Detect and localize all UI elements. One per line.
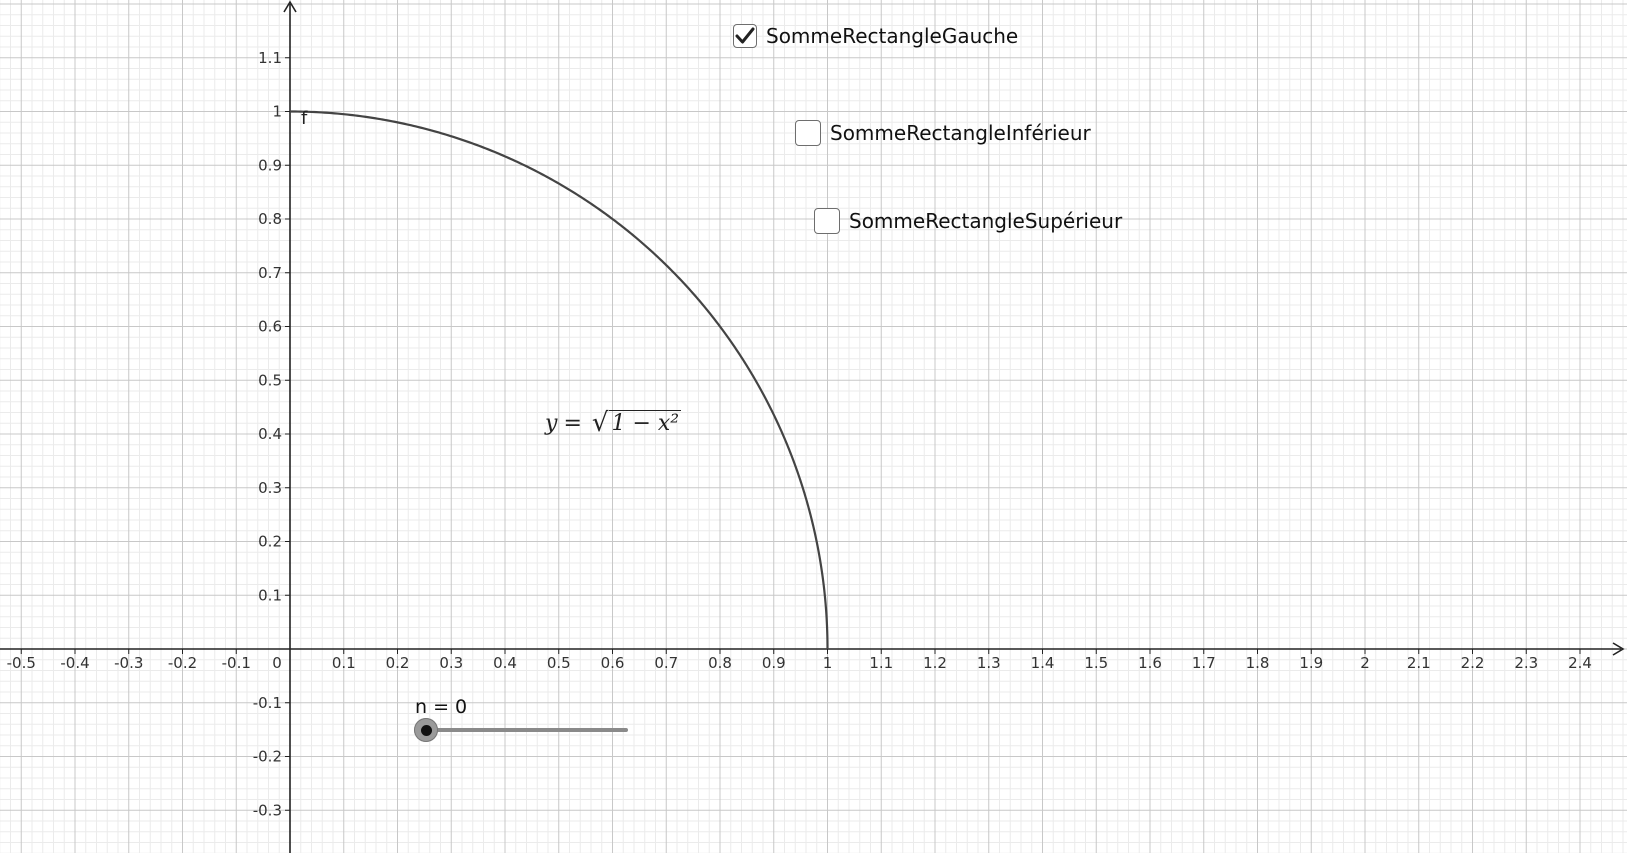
check-icon	[735, 27, 755, 44]
y-tick-label: 0.1	[258, 586, 282, 604]
x-tick-labels: -0.5 -0.4 -0.3 -0.2 -0.1 0 0.1 0.2 0.3 0.4 0.5 0.6 0…	[7, 649, 1592, 672]
y-tick-labels: 1.1 1 0.9 0.8 0.7 0.6 0.5 0.4 0.3 0.2 0.1 -0.1 -0.2 -…	[253, 49, 290, 819]
checkbox-box[interactable]	[795, 120, 821, 146]
x-tick-label: 1	[823, 654, 833, 672]
y-axis-arrow-icon	[283, 0, 297, 13]
y-tick-label: -0.2	[253, 748, 282, 766]
y-tick-label: 0.9	[258, 156, 282, 174]
y-tick-label: 0.8	[258, 210, 282, 228]
checkbox-label: SommeRectangleGauche	[766, 24, 1019, 48]
checkbox-label: SommeRectangleSupérieur	[849, 209, 1123, 233]
y-tick-label: 0.7	[258, 264, 282, 282]
x-tick-label: 0.9	[762, 654, 786, 672]
slider-handle-dot	[420, 724, 432, 736]
x-tick-label: 1.1	[869, 654, 893, 672]
checkbox-somme-inferieur[interactable]: SommeRectangleInférieur	[795, 120, 1091, 146]
x-tick-label: -0.4	[60, 654, 89, 672]
x-tick-label: 1.9	[1299, 654, 1323, 672]
function-curve-f[interactable]	[289, 110, 829, 650]
equation-radicand: 1 − x²	[609, 410, 682, 436]
x-tick-label: 2.2	[1461, 654, 1485, 672]
checkbox-box[interactable]	[733, 24, 757, 48]
checkbox-label: SommeRectangleInférieur	[830, 121, 1091, 145]
sqrt-icon: √	[591, 408, 609, 438]
equation-equals: =	[563, 410, 582, 436]
x-tick-label: 1.4	[1031, 654, 1055, 672]
y-tick-label: 0.4	[258, 425, 282, 443]
x-tick-label: 1.5	[1084, 654, 1108, 672]
slider-label: n = 0	[415, 696, 468, 718]
checkbox-somme-gauche[interactable]: SommeRectangleGauche	[733, 24, 1018, 48]
x-tick-label: 0.6	[601, 654, 625, 672]
y-tick-label: -0.3	[253, 801, 282, 819]
x-tick-label: -0.5	[7, 654, 36, 672]
x-tick-label: 0	[272, 654, 282, 672]
function-label-f[interactable]: f	[301, 108, 308, 129]
x-tick-label: 0.3	[439, 654, 463, 672]
x-tick-label: 2.4	[1568, 654, 1592, 672]
x-tick-label: 0.2	[386, 654, 410, 672]
x-tick-label: 1.2	[923, 654, 947, 672]
x-tick-label: -0.2	[168, 654, 197, 672]
x-tick-label: 0.7	[654, 654, 678, 672]
x-axis-arrow-icon	[1612, 642, 1625, 656]
y-tick-label: -0.1	[253, 694, 282, 712]
x-tick-label: 0.1	[332, 654, 356, 672]
x-tick-label: 0.5	[547, 654, 571, 672]
checkbox-box[interactable]	[814, 208, 840, 234]
x-tick-label: 0.4	[493, 654, 517, 672]
x-tick-label: 2.3	[1514, 654, 1538, 672]
x-tick-label: 1.6	[1138, 654, 1162, 672]
equation-text[interactable]: y = √ 1 − x²	[545, 408, 682, 438]
y-tick-label: 0.6	[258, 318, 282, 336]
x-tick-label: 0.8	[708, 654, 732, 672]
x-tick-label: 2.1	[1407, 654, 1431, 672]
x-tick-label: 1.7	[1192, 654, 1216, 672]
slider-handle[interactable]	[414, 718, 438, 742]
x-tick-label: -0.3	[114, 654, 143, 672]
y-tick-label: 0.5	[258, 371, 282, 389]
slider-track[interactable]	[425, 728, 628, 732]
x-tick-label: 1.8	[1246, 654, 1270, 672]
x-tick-label: -0.1	[222, 654, 251, 672]
y-tick-label: 1.1	[258, 49, 282, 67]
equation-lhs: y	[545, 410, 558, 436]
x-tick-label: 2	[1360, 654, 1370, 672]
y-tick-label: 0.3	[258, 479, 282, 497]
y-tick-label: 1	[272, 103, 282, 121]
checkbox-somme-superieur[interactable]: SommeRectangleSupérieur	[814, 208, 1122, 234]
y-tick-label: 0.2	[258, 533, 282, 551]
x-tick-label: 1.3	[977, 654, 1001, 672]
